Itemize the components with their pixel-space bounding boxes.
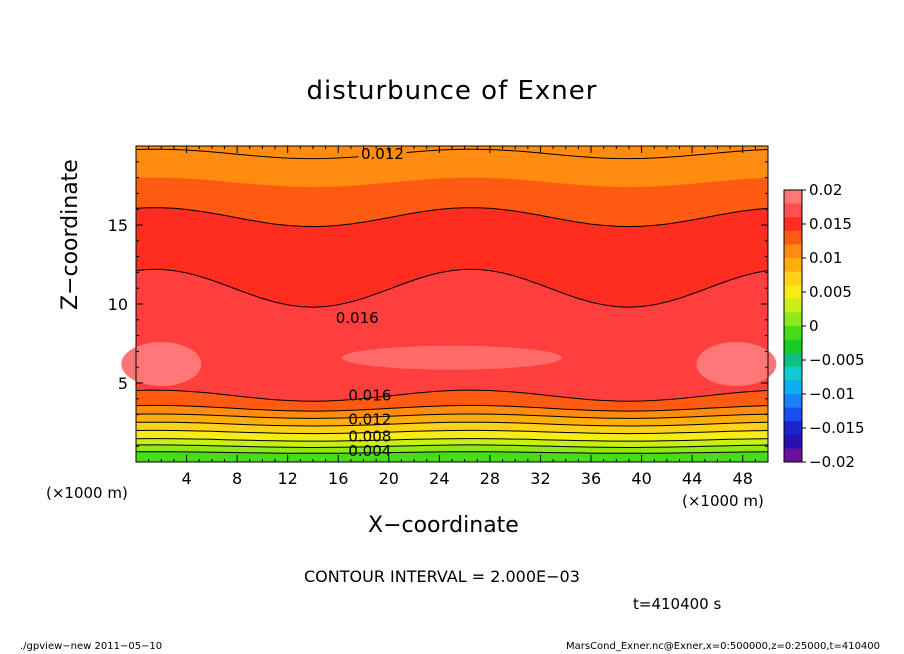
footer-left: ./gpview−new 2011−05−10	[20, 641, 163, 652]
colorbar-swatch	[784, 339, 802, 354]
contour-line	[135, 148, 769, 160]
contour-blob	[342, 345, 562, 370]
colorbar-swatch	[784, 394, 802, 409]
x-axis-label: X−coordinate	[368, 513, 519, 538]
colorbar-label: −0.015	[809, 419, 865, 437]
contour-blob	[696, 342, 777, 387]
colorbar-swatch	[784, 448, 802, 463]
y-tick-label: 5	[118, 374, 128, 393]
contour-line	[135, 444, 769, 449]
x-tick-label: 40	[631, 469, 651, 488]
colorbar-swatch	[784, 380, 802, 395]
contour-interval-note: CONTOUR INTERVAL = 2.000E−03	[304, 567, 580, 586]
contour-line	[135, 438, 769, 442]
x-tick-label: 48	[733, 469, 753, 488]
colorbar-label: 0.005	[809, 283, 852, 301]
colorbar-label: −0.02	[809, 453, 855, 471]
contour-label: 0.016	[348, 387, 391, 405]
colorbar-swatch	[784, 312, 802, 327]
colorbar: 0.02 0.015 0.01 0.005 0 −0.005 −0.01 −0.015 −0.0…	[783, 181, 865, 471]
colorbar-label: 0	[809, 317, 819, 335]
contour-blob	[121, 342, 202, 387]
colorbar-swatch	[784, 326, 802, 341]
colorbar-swatch	[784, 217, 802, 232]
contour-label: 0.012	[361, 145, 404, 163]
x-tick-label: 4	[181, 469, 191, 488]
colorbar-swatch	[784, 407, 802, 422]
x-tick-label: 8	[232, 469, 242, 488]
contour-line	[135, 421, 769, 427]
contour-label: 0.016	[336, 309, 379, 327]
x-tick-label: 20	[379, 469, 399, 488]
colorbar-label: −0.005	[809, 351, 865, 369]
colorbar-swatch	[784, 203, 802, 218]
colorbar-label: 0.01	[809, 249, 842, 267]
contour-line	[135, 429, 769, 435]
colorbar-label: 0.015	[809, 215, 852, 233]
colorbar-swatch	[784, 190, 802, 205]
x-tick-label: 32	[530, 469, 550, 488]
contour-line	[135, 207, 769, 228]
contour-line	[135, 268, 769, 308]
y-axis-ticks: 5 10 15	[108, 161, 768, 447]
colorbar-swatch	[784, 298, 802, 313]
chart-title: disturbunce of Exner	[306, 76, 598, 106]
colorbar-swatch	[784, 271, 802, 286]
time-note: t=410400 s	[633, 595, 722, 613]
y-tick-label: 10	[108, 295, 128, 314]
colorbar-swatch	[784, 285, 802, 300]
x-tick-label: 12	[278, 469, 298, 488]
colorbar-swatch	[784, 353, 802, 368]
x-axis-ticks: 4 8 12 16 20 24 28 32 36 40 44 48	[148, 146, 756, 488]
x-tick-label: 16	[328, 469, 348, 488]
contour-line	[135, 413, 769, 419]
contour-band	[136, 451, 768, 462]
colorbar-swatch	[784, 244, 802, 259]
colorbar-label: −0.01	[809, 385, 855, 403]
y-tick-label: 15	[108, 216, 128, 235]
contour-label-bg	[358, 145, 407, 160]
contour-line	[135, 389, 769, 402]
contour-label: 0.004	[348, 442, 391, 460]
contour-lines	[135, 148, 769, 454]
x-tick-label: 44	[682, 469, 702, 488]
x-tick-label: 28	[480, 469, 500, 488]
contour-line	[135, 451, 769, 454]
contour-label: 0.012	[348, 410, 391, 428]
colorbar-swatch	[784, 230, 802, 245]
colorbar-swatch	[784, 421, 802, 436]
contour-line	[135, 405, 769, 412]
x-tick-label: 24	[429, 469, 449, 488]
colorbar-label: 0.02	[809, 181, 842, 199]
colorbar-swatch	[784, 434, 802, 449]
x-tick-label: 36	[581, 469, 601, 488]
x-unit-label-left: (×1000 m)	[46, 484, 128, 502]
contour-label: 0.008	[348, 428, 391, 446]
colorbar-swatch	[784, 366, 802, 381]
colorbar-swatch	[784, 258, 802, 273]
footer-right: MarsCond_Exner.nc@Exner,x=0:500000,z=0:2…	[566, 641, 881, 652]
y-axis-label: Z−coordinate	[58, 159, 83, 310]
x-unit-label-right: (×1000 m)	[682, 492, 764, 510]
